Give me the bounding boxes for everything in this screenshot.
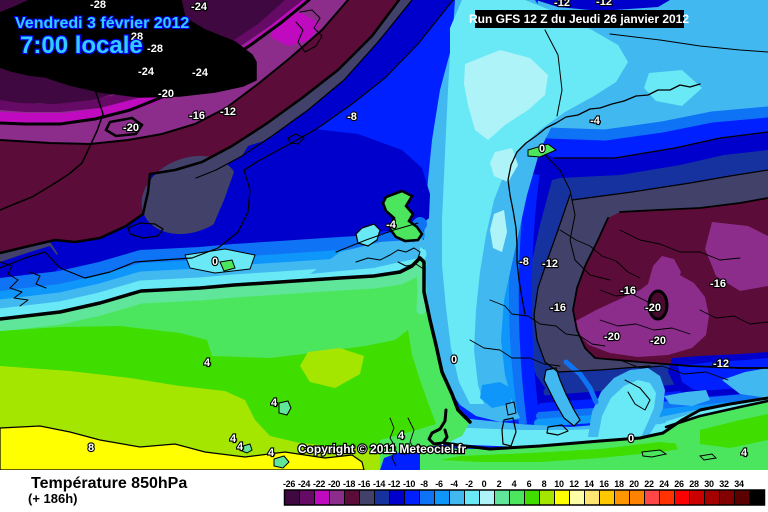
svg-text:24: 24 <box>659 479 669 489</box>
svg-text:-12: -12 <box>388 479 400 489</box>
svg-text:-28: -28 <box>90 0 106 11</box>
svg-text:30: 30 <box>704 479 714 489</box>
svg-text:-20: -20 <box>158 88 174 100</box>
svg-text:16: 16 <box>599 479 609 489</box>
svg-text:-28: -28 <box>147 43 163 55</box>
svg-text:-24: -24 <box>192 67 209 79</box>
svg-text:7:00 locale: 7:00 locale <box>20 32 143 59</box>
svg-text:-8: -8 <box>420 479 428 489</box>
svg-text:2: 2 <box>497 479 502 489</box>
svg-text:4: 4 <box>741 447 748 459</box>
svg-text:-12: -12 <box>554 0 570 9</box>
svg-text:0: 0 <box>628 433 634 445</box>
svg-text:22: 22 <box>644 479 654 489</box>
svg-text:8: 8 <box>88 442 94 454</box>
svg-text:-20: -20 <box>645 302 661 314</box>
svg-text:-20: -20 <box>328 479 340 489</box>
svg-text:4: 4 <box>398 430 405 442</box>
svg-text:-6: -6 <box>435 479 443 489</box>
svg-text:0: 0 <box>451 354 457 366</box>
svg-text:-24: -24 <box>298 479 310 489</box>
svg-text:-26: -26 <box>283 479 295 489</box>
svg-text:4: 4 <box>230 433 237 445</box>
svg-text:Vendredi 3 février 2012: Vendredi 3 février 2012 <box>15 15 189 32</box>
svg-text:-12: -12 <box>713 358 729 370</box>
svg-text:-18: -18 <box>343 479 355 489</box>
svg-text:-16: -16 <box>710 278 726 290</box>
svg-text:0: 0 <box>212 256 218 268</box>
svg-text:6: 6 <box>527 479 532 489</box>
svg-text:-4: -4 <box>450 479 458 489</box>
svg-text:-24: -24 <box>138 66 155 78</box>
svg-text:Copyright © 2011 Meteociel.fr: Copyright © 2011 Meteociel.fr <box>298 442 467 456</box>
svg-text:14: 14 <box>584 479 594 489</box>
svg-text:0: 0 <box>482 479 487 489</box>
svg-text:-20: -20 <box>604 331 620 343</box>
svg-text:-16: -16 <box>620 285 636 297</box>
svg-text:-4: -4 <box>386 219 397 231</box>
svg-text:32: 32 <box>719 479 729 489</box>
svg-text:-22: -22 <box>313 479 325 489</box>
svg-text:-12: -12 <box>596 0 612 8</box>
svg-text:18: 18 <box>614 479 624 489</box>
svg-text:-12: -12 <box>220 106 236 118</box>
svg-text:-16: -16 <box>550 302 566 314</box>
svg-text:0: 0 <box>539 143 545 155</box>
svg-text:34: 34 <box>734 479 744 489</box>
svg-text:-24: -24 <box>191 1 208 13</box>
svg-text:Run GFS 12 Z du Jeudi 26 janvi: Run GFS 12 Z du Jeudi 26 janvier 2012 <box>469 12 689 26</box>
svg-text:8: 8 <box>542 479 547 489</box>
svg-text:-12: -12 <box>542 258 558 270</box>
svg-text:4: 4 <box>268 447 275 459</box>
svg-text:20: 20 <box>629 479 639 489</box>
svg-text:-16: -16 <box>189 110 205 122</box>
svg-text:-20: -20 <box>650 335 666 347</box>
svg-text:4: 4 <box>512 479 517 489</box>
svg-text:-8: -8 <box>347 111 357 123</box>
svg-text:Température 850hPa: Température 850hPa <box>31 475 187 492</box>
svg-text:-2: -2 <box>465 479 473 489</box>
svg-text:-20: -20 <box>123 122 139 134</box>
svg-text:-10: -10 <box>403 479 415 489</box>
svg-text:26: 26 <box>674 479 684 489</box>
svg-text:-14: -14 <box>373 479 385 489</box>
svg-text:-4: -4 <box>590 115 601 127</box>
svg-text:12: 12 <box>569 479 579 489</box>
svg-text:-16: -16 <box>358 479 370 489</box>
svg-text:4: 4 <box>237 441 244 453</box>
svg-text:4: 4 <box>271 397 278 409</box>
svg-text:4: 4 <box>204 357 211 369</box>
svg-text:10: 10 <box>554 479 564 489</box>
svg-text:28: 28 <box>131 31 143 43</box>
svg-text:-8: -8 <box>519 256 529 268</box>
svg-text:(+ 186h): (+ 186h) <box>28 491 78 506</box>
svg-text:28: 28 <box>689 479 699 489</box>
